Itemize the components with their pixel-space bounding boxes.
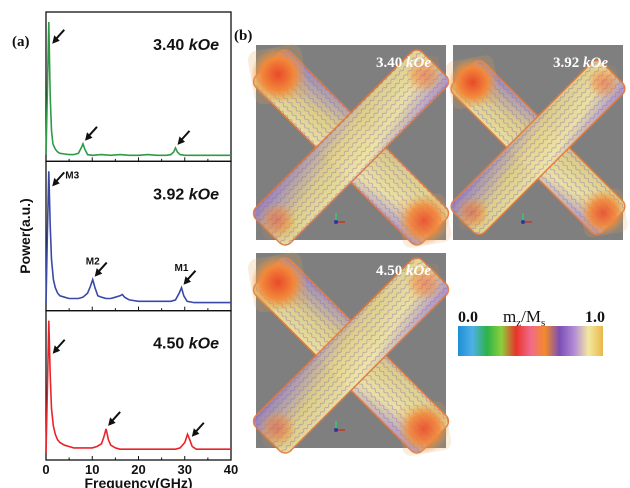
subplot-frame-1 [45, 11, 232, 162]
x-tick-label: 20 [131, 462, 145, 477]
sim-image-3.40: 3.40 kOe [247, 44, 452, 248]
peak-arrow [108, 411, 121, 426]
colorbar-max-label: 1.0 [585, 309, 605, 326]
subplot-frame-2 [45, 160, 232, 312]
peak-arrow [52, 339, 66, 354]
peak-arrow [52, 29, 65, 44]
sim-image-label-3.40: 3.40 kOe [376, 55, 431, 71]
colorbar-min-label: 0.0 [458, 309, 478, 326]
peak-arrow [177, 130, 191, 145]
spectra-chart: 3.40 kOe 3.92 kOe M3 M2 M1 4.50 kOe 0 10 20 30 40 F… [17, 11, 238, 488]
x-tick-label: 40 [224, 462, 238, 477]
panel-b-label: (b) [234, 28, 252, 44]
sim-image-label-3.92: 3.92 kOe [553, 55, 608, 71]
peak-arrow [191, 422, 205, 437]
x-axis-label: Frequency(GHz) [84, 475, 192, 488]
series-label-3.40: 3.40 kOe [153, 37, 219, 54]
colorbar-gradient [458, 326, 603, 356]
colorbar: 0.0 1.0 mz/Ms [458, 307, 605, 356]
x-tick-label: 10 [85, 462, 99, 477]
peak-arrow [52, 171, 65, 187]
x-tick-label: 30 [178, 462, 192, 477]
series-label-3.92: 3.92 kOe [153, 186, 219, 203]
mode-label-m1: M1 [175, 263, 189, 274]
peak-arrow [94, 261, 108, 277]
sim-image-3.92: 3.92 kOe [445, 45, 628, 240]
peak-arrow [183, 270, 197, 285]
sim-image-label-4.50: 4.50 kOe [376, 263, 431, 279]
x-tick-label: 0 [42, 462, 49, 477]
panel-a-label: (a) [12, 34, 30, 50]
series-label-4.50: 4.50 kOe [153, 336, 219, 353]
series-line-3.40 [45, 21, 231, 157]
y-axis-label: Power(a.u.) [17, 198, 33, 273]
series-line-3.92 [45, 171, 231, 305]
mode-label-m3: M3 [65, 170, 79, 181]
magnetization-images: 3.40 kOe 3.92 kOe 4.50 kOe [247, 44, 628, 456]
series-line-4.50 [45, 320, 231, 454]
peak-arrow [85, 126, 98, 141]
sim-image-4.50: 4.50 kOe [247, 252, 452, 456]
colorbar-title: mz/Ms [503, 307, 545, 329]
mode-label-m2: M2 [86, 256, 100, 267]
subplot-frame-3 [45, 310, 232, 461]
